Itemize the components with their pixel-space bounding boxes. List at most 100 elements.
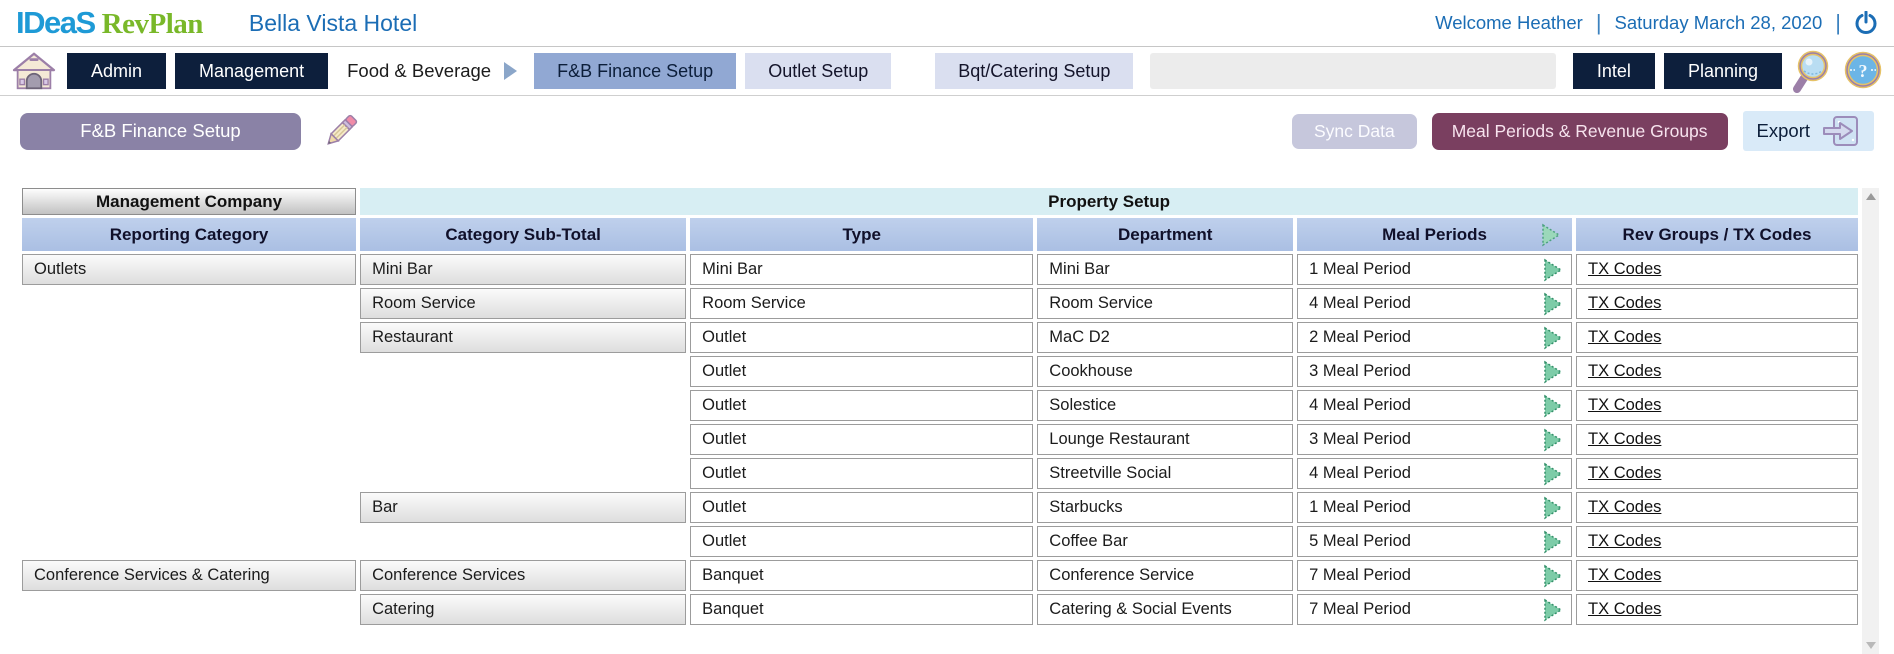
sync-data-button[interactable]: Sync Data xyxy=(1291,113,1417,149)
meal-periods-value: 3 Meal Period xyxy=(1309,362,1411,380)
tx-codes-link[interactable]: TX Codes xyxy=(1588,498,1662,516)
cell-department: Coffee Bar xyxy=(1037,526,1294,557)
cell-meal-periods[interactable]: 3 Meal Period xyxy=(1297,424,1573,455)
cell-department: Room Service xyxy=(1037,288,1294,319)
help-icon: ? xyxy=(1844,51,1882,89)
cell-reporting-category xyxy=(22,492,356,523)
vertical-scrollbar[interactable] xyxy=(1862,188,1879,654)
logout-button[interactable] xyxy=(1854,11,1878,35)
meal-periods-value: 1 Meal Period xyxy=(1309,260,1411,278)
meal-periods-arrow-icon[interactable] xyxy=(1542,428,1564,452)
cell-meal-periods[interactable]: 4 Meal Period xyxy=(1297,458,1573,489)
cell-category-sub-total: Bar xyxy=(360,492,687,523)
col-header-meal-periods[interactable]: Meal Periods xyxy=(1297,218,1573,251)
cell-type: Outlet xyxy=(690,424,1034,455)
cell-meal-periods[interactable]: 5 Meal Period xyxy=(1297,526,1573,557)
app-logo[interactable]: IDeaS RevPlan xyxy=(16,5,203,41)
meal-periods-arrow-icon[interactable] xyxy=(1542,462,1564,486)
cell-meal-periods[interactable]: 4 Meal Period xyxy=(1297,288,1573,319)
cell-meal-periods[interactable]: 2 Meal Period xyxy=(1297,322,1573,353)
meal-periods-revenue-groups-button[interactable]: Meal Periods & Revenue Groups xyxy=(1431,112,1728,150)
search-icon xyxy=(1793,50,1829,93)
export-label: Export xyxy=(1756,120,1810,141)
page-title-button[interactable]: F&B Finance Setup xyxy=(20,112,301,150)
cell-type: Room Service xyxy=(690,288,1034,319)
cell-meal-periods[interactable]: 1 Meal Period xyxy=(1297,254,1573,285)
table-row: Conference Services & Catering Conferenc… xyxy=(22,560,1858,591)
meal-periods-value: 7 Meal Period xyxy=(1309,600,1411,618)
cell-category-sub-total: Conference Services xyxy=(360,560,687,591)
table-row: Catering Banquet Catering & Social Event… xyxy=(22,594,1858,625)
cell-meal-periods[interactable]: 3 Meal Period xyxy=(1297,356,1573,387)
meal-periods-arrow-icon[interactable] xyxy=(1542,598,1564,622)
cell-reporting-category: Conference Services & Catering xyxy=(22,560,357,591)
nav-intel-button[interactable]: Intel xyxy=(1572,53,1655,89)
col-header-reporting-category: Reporting Category xyxy=(22,218,357,251)
nav-empty-bar xyxy=(1150,53,1556,89)
topbar-right: Welcome Heather | Saturday March 28, 202… xyxy=(1435,10,1878,36)
cell-department: Mini Bar xyxy=(1037,254,1294,285)
cell-reporting-category xyxy=(22,322,356,353)
toolbar: F&B Finance Setup Sync Data Meal Periods… xyxy=(0,111,1894,151)
meal-periods-arrow-icon[interactable] xyxy=(1542,564,1564,588)
pencil-icon xyxy=(327,114,358,145)
meal-periods-arrow-icon[interactable] xyxy=(1542,292,1564,316)
tx-codes-link[interactable]: TX Codes xyxy=(1588,532,1662,550)
meal-periods-value: 5 Meal Period xyxy=(1309,532,1411,550)
power-icon xyxy=(1855,11,1877,35)
tx-codes-link[interactable]: TX Codes xyxy=(1588,260,1662,278)
search-button[interactable] xyxy=(1791,49,1833,93)
cell-meal-periods[interactable]: 7 Meal Period xyxy=(1297,560,1573,591)
scrollbar-down-arrow-icon[interactable] xyxy=(1865,642,1876,649)
cell-reporting-category xyxy=(22,526,356,557)
cell-tx-codes: TX Codes xyxy=(1576,526,1858,557)
cell-category-sub-total xyxy=(360,356,686,387)
meal-periods-arrow-icon[interactable] xyxy=(1542,360,1564,384)
tx-codes-link[interactable]: TX Codes xyxy=(1588,396,1662,414)
cell-reporting-category xyxy=(22,424,356,455)
toolbar-right: Sync Data Meal Periods & Revenue Groups … xyxy=(1291,111,1874,151)
cell-department: Solestice xyxy=(1037,390,1294,421)
home-icon xyxy=(12,52,56,90)
table-row: Outlets Mini Bar Mini Bar Mini Bar 1 Mea… xyxy=(22,254,1858,285)
cell-meal-periods[interactable]: 1 Meal Period xyxy=(1297,492,1573,523)
help-button[interactable]: ? xyxy=(1842,49,1884,93)
tx-codes-link[interactable]: TX Codes xyxy=(1588,464,1662,482)
cell-meal-periods[interactable]: 4 Meal Period xyxy=(1297,390,1573,421)
meal-periods-arrow-icon[interactable] xyxy=(1542,394,1564,418)
home-button[interactable] xyxy=(10,51,58,91)
separator: | xyxy=(1595,10,1602,35)
cell-category-sub-total xyxy=(360,526,686,557)
cell-category-sub-total xyxy=(360,390,686,421)
nav-management-button[interactable]: Management xyxy=(175,53,329,89)
cell-tx-codes: TX Codes xyxy=(1576,288,1858,319)
meal-periods-arrow-icon[interactable] xyxy=(1542,496,1564,520)
cell-category-sub-total xyxy=(360,424,686,455)
nav-admin-button[interactable]: Admin xyxy=(67,53,167,89)
meal-periods-arrow-icon[interactable] xyxy=(1542,326,1564,350)
meal-periods-arrow-icon[interactable] xyxy=(1542,258,1564,282)
cell-department: MaC D2 xyxy=(1037,322,1294,353)
cell-tx-codes: TX Codes xyxy=(1576,458,1858,489)
scrollbar-up-arrow-icon[interactable] xyxy=(1865,193,1876,200)
edit-button[interactable] xyxy=(321,111,361,151)
meal-periods-arrow-icon[interactable] xyxy=(1542,530,1564,554)
cell-type: Mini Bar xyxy=(690,254,1034,285)
tx-codes-link[interactable]: TX Codes xyxy=(1588,362,1662,380)
tab-bqt-catering-setup[interactable]: Bqt/Catering Setup xyxy=(935,53,1134,89)
tx-codes-link[interactable]: TX Codes xyxy=(1588,600,1662,618)
tab-fb-finance-setup[interactable]: F&B Finance Setup xyxy=(534,53,737,89)
cell-reporting-category: Outlets xyxy=(22,254,357,285)
export-button[interactable]: Export xyxy=(1742,111,1874,151)
tx-codes-link[interactable]: TX Codes xyxy=(1588,566,1662,584)
tx-codes-link[interactable]: TX Codes xyxy=(1588,328,1662,346)
cell-tx-codes: TX Codes xyxy=(1576,356,1858,387)
group-header-row: Management Company Property Setup xyxy=(22,188,1858,215)
cell-department: Streetville Social xyxy=(1037,458,1294,489)
cell-meal-periods[interactable]: 7 Meal Period xyxy=(1297,594,1573,625)
tx-codes-link[interactable]: TX Codes xyxy=(1588,430,1662,448)
tx-codes-link[interactable]: TX Codes xyxy=(1588,294,1662,312)
nav-planning-button[interactable]: Planning xyxy=(1663,53,1782,89)
tab-outlet-setup[interactable]: Outlet Setup xyxy=(745,53,892,89)
cell-tx-codes: TX Codes xyxy=(1576,254,1858,285)
